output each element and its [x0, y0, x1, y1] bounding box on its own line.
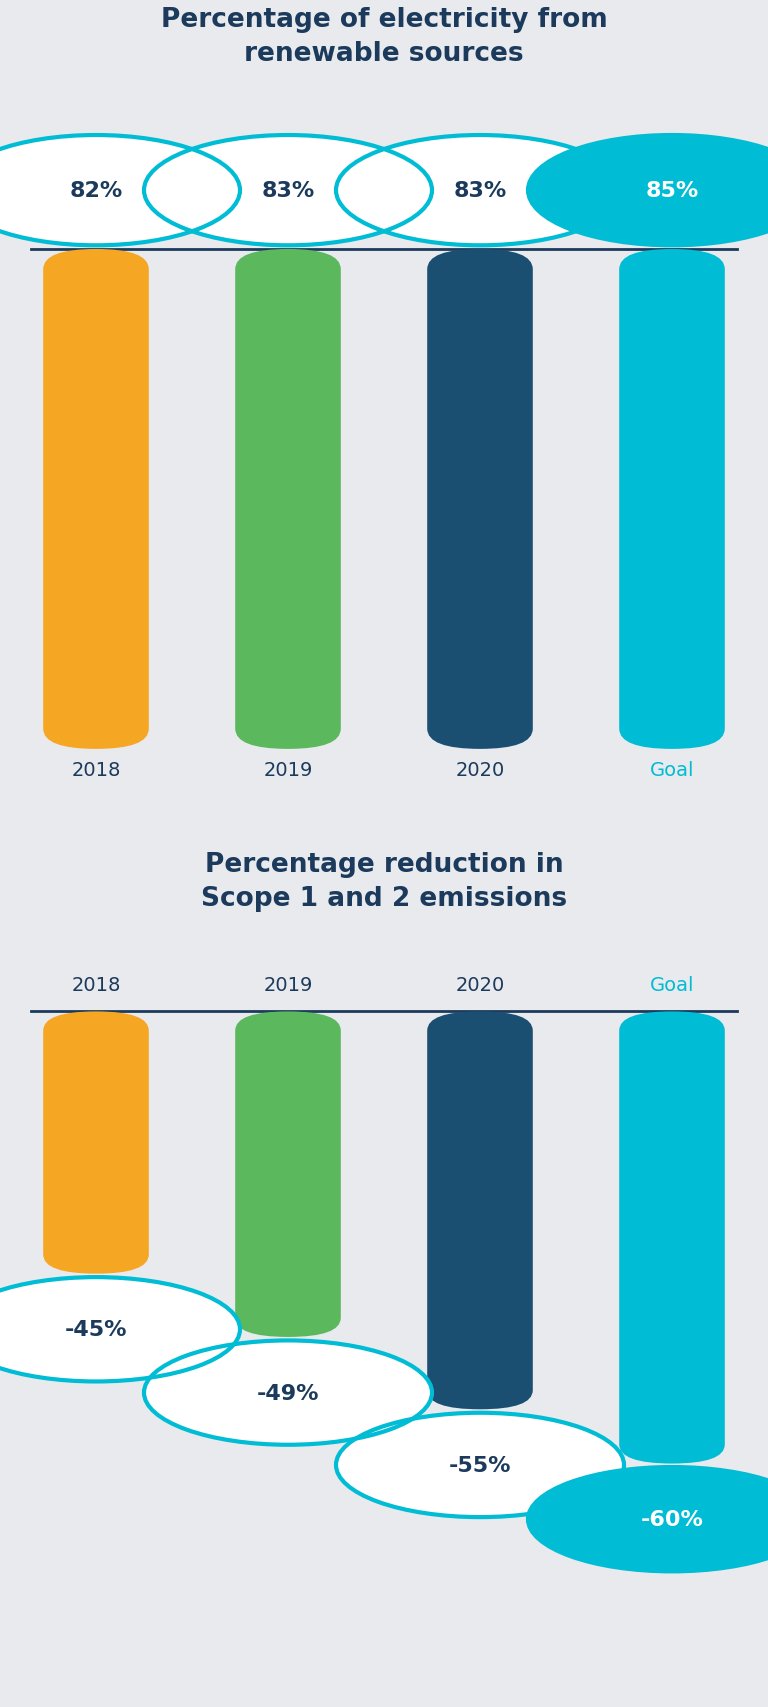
Circle shape — [0, 137, 240, 246]
Text: 2019: 2019 — [263, 761, 313, 780]
Text: 83%: 83% — [261, 181, 315, 201]
Text: 82%: 82% — [69, 181, 123, 201]
Text: -49%: -49% — [257, 1383, 319, 1403]
FancyBboxPatch shape — [427, 1012, 533, 1410]
Text: -45%: -45% — [65, 1320, 127, 1340]
Circle shape — [528, 137, 768, 246]
Circle shape — [336, 1413, 624, 1518]
Text: 2019: 2019 — [263, 975, 313, 995]
FancyBboxPatch shape — [619, 249, 725, 749]
Text: 83%: 83% — [453, 181, 507, 201]
Circle shape — [144, 137, 432, 246]
Text: 85%: 85% — [645, 181, 699, 201]
FancyBboxPatch shape — [619, 1012, 725, 1463]
Text: 2018: 2018 — [71, 761, 121, 780]
Text: -55%: -55% — [449, 1454, 511, 1475]
Circle shape — [528, 1466, 768, 1572]
Text: 2020: 2020 — [455, 761, 505, 780]
Circle shape — [336, 137, 624, 246]
Text: Percentage of electricity from
renewable sources: Percentage of electricity from renewable… — [161, 7, 607, 67]
Text: Goal: Goal — [650, 761, 694, 780]
FancyBboxPatch shape — [43, 1012, 149, 1273]
Text: Goal: Goal — [650, 975, 694, 995]
Text: 2018: 2018 — [71, 975, 121, 995]
FancyBboxPatch shape — [235, 1012, 341, 1337]
FancyBboxPatch shape — [43, 249, 149, 749]
FancyBboxPatch shape — [235, 249, 341, 749]
Text: -60%: -60% — [641, 1509, 703, 1529]
Text: Percentage reduction in
Scope 1 and 2 emissions: Percentage reduction in Scope 1 and 2 em… — [201, 852, 567, 912]
Circle shape — [144, 1340, 432, 1444]
Text: 2020: 2020 — [455, 975, 505, 995]
Circle shape — [0, 1277, 240, 1381]
FancyBboxPatch shape — [427, 249, 533, 749]
